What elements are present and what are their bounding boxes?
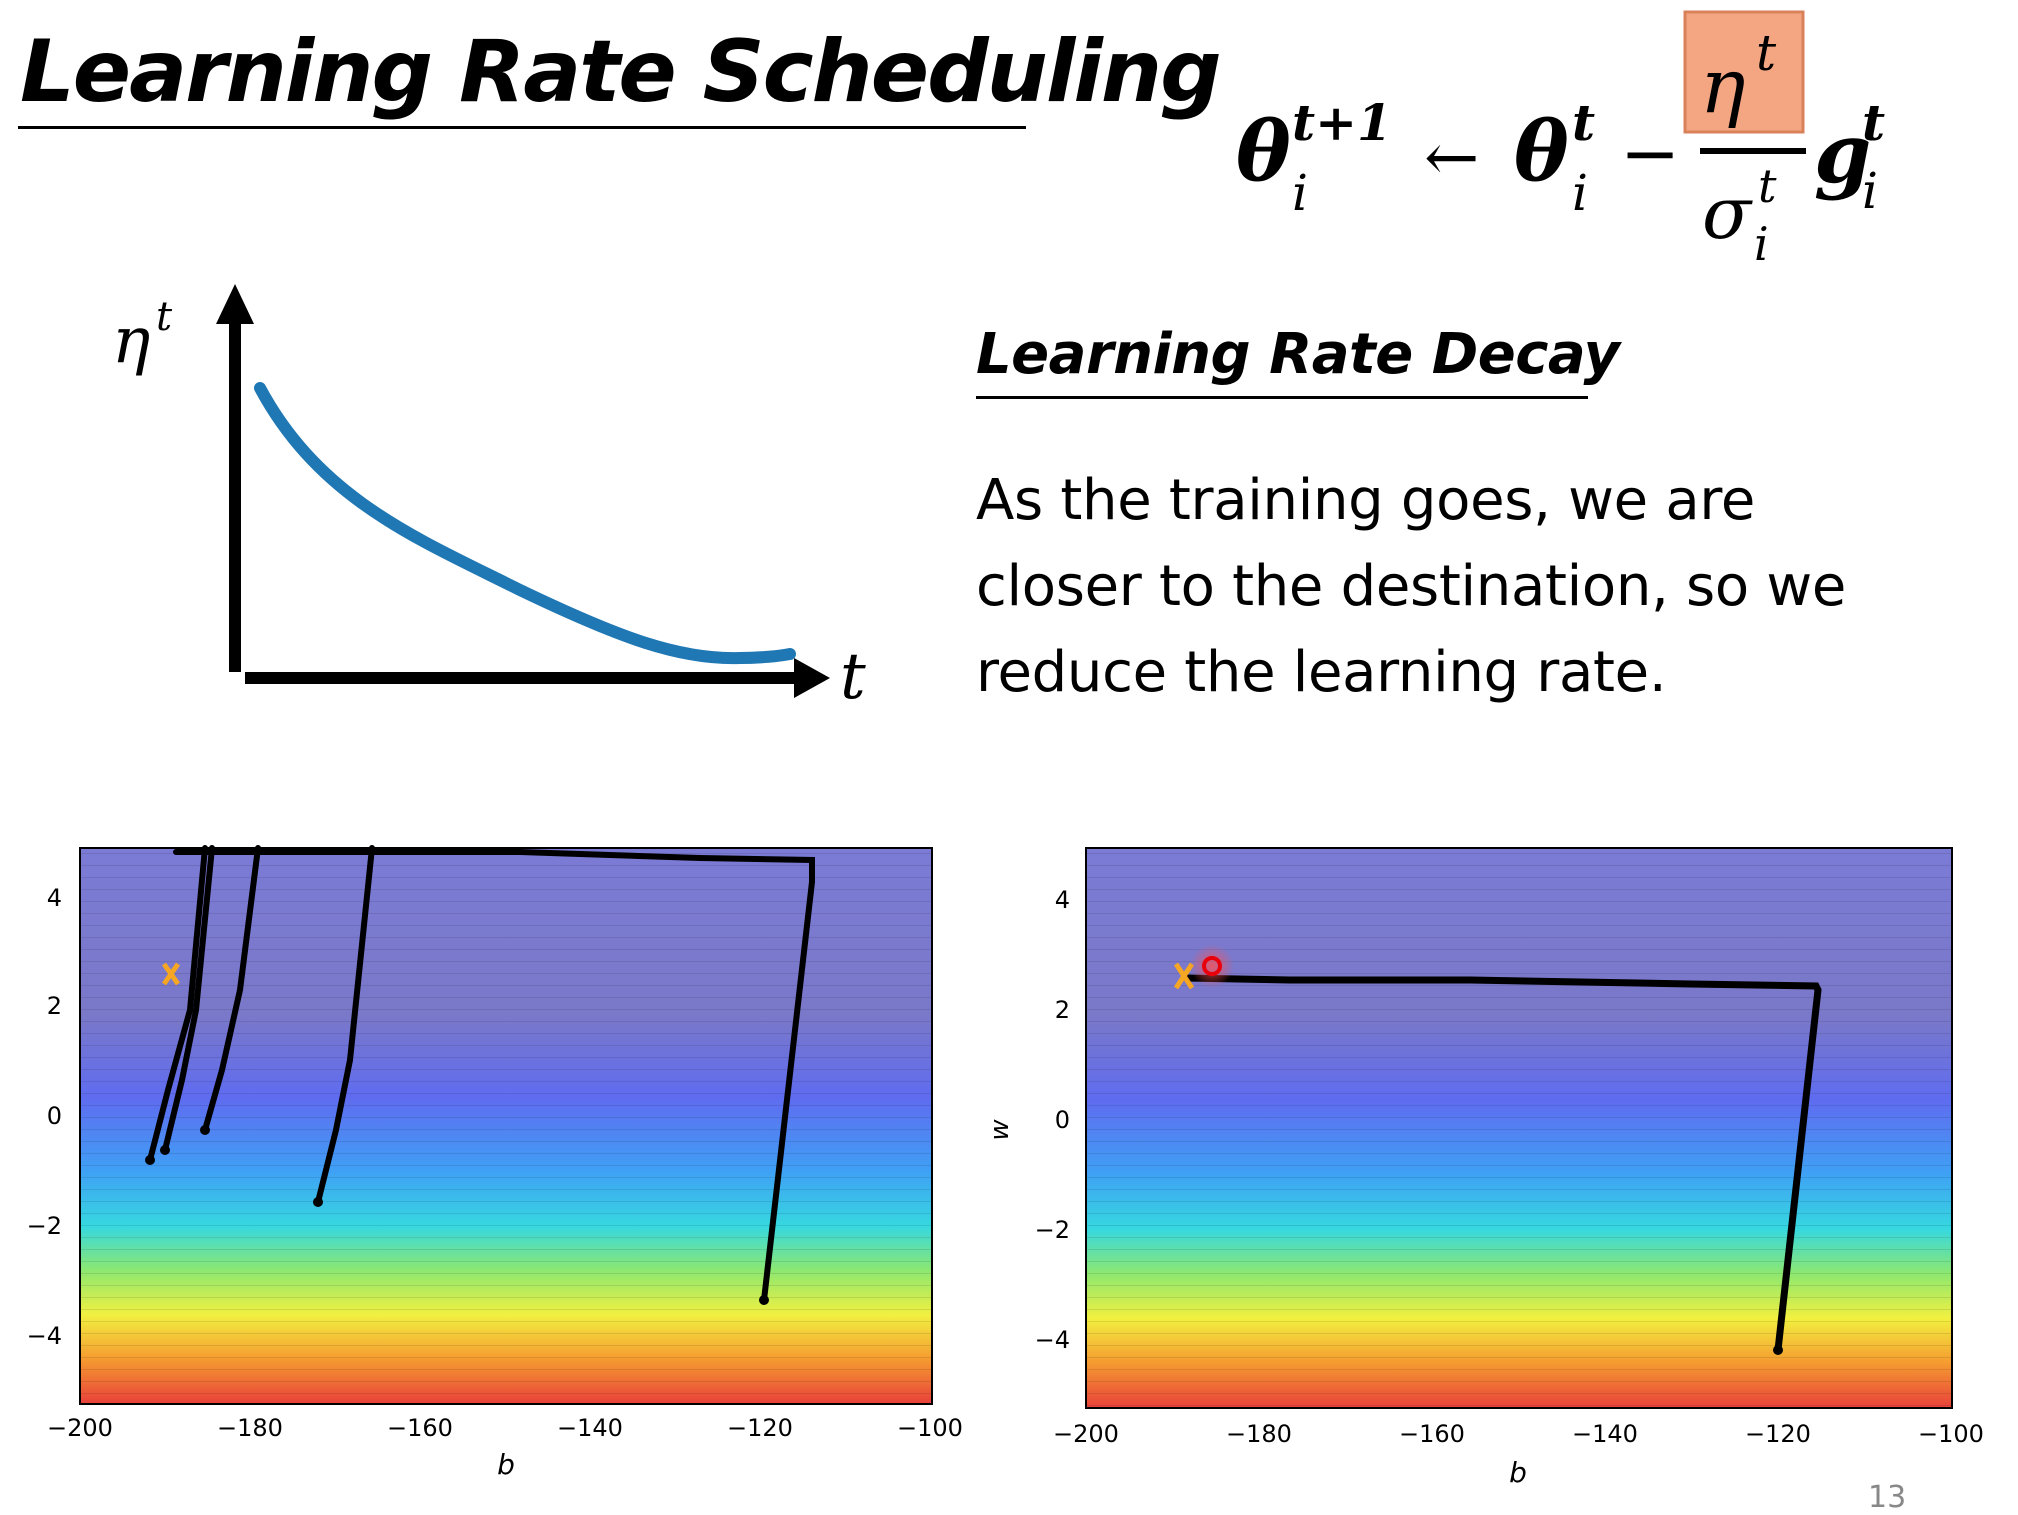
formula-sigma: σ [1702,171,1753,255]
decay-curve-diagram: η t t [112,284,866,714]
description-line-1: As the training goes, we are [976,468,1755,533]
formula-g-sub: i [1862,162,1878,220]
y-tick-4: 4 [47,884,62,912]
formula-minus: − [1620,111,1680,195]
x-tick-neg140: −140 [1572,1420,1638,1448]
section-title: Learning Rate Decay [976,322,1620,387]
end-marker [1202,956,1222,976]
formula-lhs-sub: i [1292,164,1308,222]
trajectory-plot-right: 4 2 0 −2 −4 −200 −180 −160 −140 −120 −10… [990,847,1984,1489]
contour-lines [80,848,932,1404]
formula-rhs-sup: t [1572,93,1595,152]
y-axis-arrowhead [216,284,254,324]
plot-frame [1085,847,1953,1409]
eta-highlight-box [1683,10,1805,134]
page-number: 13 [1868,1480,1907,1515]
y-tick-neg2: −2 [1035,1216,1070,1244]
y-tick-neg4: −4 [27,1322,62,1350]
formula-lhs-sup: t+1 [1292,93,1392,152]
eta-axis-sup: t [156,294,173,340]
path-start-marker [1773,1345,1783,1355]
formula-arrow: ← [1424,119,1479,196]
x-axis-arrowhead [794,658,830,698]
x-tick-neg180: −180 [1226,1420,1292,1448]
y-tick-2: 2 [47,992,62,1020]
y-tick-2: 2 [1055,996,1070,1024]
y-tick-4: 4 [1055,886,1070,914]
end-marker-glow [1190,944,1234,988]
formula-g: g [1814,106,1871,202]
gd-path [147,845,815,1303]
x-tick-neg100: −100 [897,1414,963,1442]
eta-axis-label: η [112,304,150,378]
formula-lhs-theta: θ [1236,104,1291,200]
target-marker [161,962,181,986]
x-axis-label: b [497,1448,515,1481]
title-underline [18,126,1026,129]
trajectory-plot-left: 4 2 0 −2 −4 −200 −180 −160 −140 −120 −10… [27,845,963,1481]
x-tick-neg120: −120 [727,1414,793,1442]
gd-path [1182,974,1822,1354]
y-tick-0: 0 [1055,1106,1070,1134]
t-axis-label: t [840,640,866,714]
x-tick-neg180: −180 [217,1414,283,1442]
description-line-3: reduce the learning rate. [976,640,1667,705]
y-tick-neg4: −4 [1035,1326,1070,1354]
formula-sigma-sup: t [1758,159,1777,213]
x-tick-neg160: −160 [1399,1420,1465,1448]
section-title-underline [976,396,1588,399]
formula-rhs-sub: i [1572,164,1588,222]
x-tick-neg140: −140 [557,1414,623,1442]
x-tick-neg160: −160 [387,1414,453,1442]
y-axis-label: w [990,1119,1015,1141]
x-tick-neg120: −120 [1745,1420,1811,1448]
x-axis-label: b [1509,1456,1527,1489]
plot-frame [79,847,933,1405]
contour-lines [1086,848,1952,1408]
formula-g-sup: t [1862,93,1885,152]
formula-sigma-sub: i [1754,217,1769,270]
fraction-bar [1700,148,1806,154]
update-formula: θ t+1 i ← θ t i − η t σ t i g t i [1236,10,1885,270]
gd-path-markers [145,1125,769,1305]
slide-title: Learning Rate Scheduling [20,22,1222,122]
x-tick-neg200: −200 [47,1414,113,1442]
y-tick-0: 0 [47,1102,62,1130]
formula-eta-sup: t [1756,24,1777,82]
x-tick-neg100: −100 [1918,1420,1984,1448]
decay-curve-line [254,382,796,665]
formula-rhs-theta: θ [1514,104,1569,200]
formula-eta: η [1700,41,1746,130]
x-tick-neg200: −200 [1053,1420,1119,1448]
target-marker [1173,962,1195,990]
description-line-2: closer to the destination, so we [976,554,1847,619]
y-tick-neg2: −2 [27,1212,62,1240]
